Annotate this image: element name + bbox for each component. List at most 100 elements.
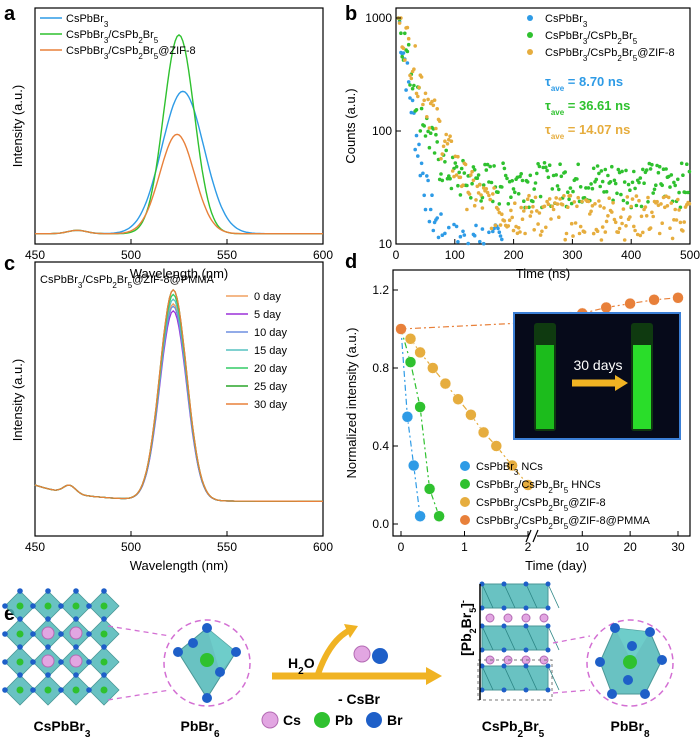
- panel-b-point-s3: [600, 225, 605, 229]
- panel-b-point-s3: [628, 215, 632, 219]
- panel-b-point-s3: [606, 214, 610, 218]
- panel-b-point-s2: [492, 164, 496, 168]
- legend-d-marker-3: [460, 497, 470, 507]
- panel-b-point-s3: [611, 201, 615, 205]
- cs-site: [41, 626, 55, 640]
- panel-b-point-s3: [597, 199, 601, 203]
- panel-b-point-s2: [506, 202, 511, 206]
- panel-d-point-s3: [404, 333, 417, 345]
- panel-b-point-s2: [537, 164, 542, 169]
- panel-b-point-s2: [519, 172, 523, 176]
- panel-d-xtick-3: 10: [576, 540, 590, 554]
- panel-b-point-s3: [573, 221, 578, 225]
- panel-b-point-s1: [498, 234, 503, 238]
- panel-b-point-s3: [498, 223, 503, 227]
- panel-b-point-s1: [401, 51, 406, 55]
- panel-b-point-s3: [666, 195, 671, 200]
- panel-b-point-s2: [619, 192, 623, 197]
- panel-b-point-s2: [591, 166, 596, 171]
- panel-b-point-s2: [595, 164, 600, 168]
- panel-b-point-s1: [435, 216, 440, 220]
- reaction-arrow: H2O - CsBr: [272, 624, 442, 707]
- panel-b-point-s2: [600, 179, 605, 184]
- panel-b-point-s2: [538, 194, 543, 199]
- panel-b-point-s2: [597, 171, 601, 176]
- panel-b-point-s1: [436, 235, 441, 240]
- panel-b-point-s2: [669, 173, 674, 177]
- legend-d-text-3: CsPbBr3/CsPb2Br5@ZIF-8: [476, 497, 606, 513]
- panel-b-point-s2: [516, 192, 521, 196]
- panel-b-point-s3: [580, 199, 584, 204]
- inset-label: 30 days: [573, 357, 622, 373]
- panel-b-point-s2: [481, 183, 486, 187]
- panel-b-point-s2: [550, 187, 555, 191]
- legend-d-text-2: CsPbBr3/CsPb2Br5 HNCs: [476, 479, 601, 495]
- legend-d-marker-4: [460, 515, 470, 525]
- panel-d-xtick-2: 2: [525, 540, 532, 554]
- layer-1: [481, 583, 549, 609]
- inset-arrow-head: [615, 375, 628, 391]
- panel-b-point-s3: [638, 233, 643, 238]
- panel-b-point-s3: [617, 226, 622, 231]
- panel-b-point-s2: [444, 148, 449, 153]
- panel-b-point-s3: [491, 192, 495, 196]
- panel-b-point-s3: [529, 210, 534, 214]
- panel-b-point-s3: [449, 139, 454, 143]
- panel-d-xtick-0: 0: [398, 540, 405, 554]
- panel-b-point-s2: [630, 180, 635, 185]
- cs-site: [69, 654, 83, 668]
- panel-b-point-s3: [639, 214, 644, 219]
- panel-b-point-s3: [646, 195, 650, 200]
- panel-b-point-s2: [584, 186, 588, 190]
- panel-b-point-s2: [422, 124, 427, 128]
- panel-b-point-s3: [621, 207, 626, 211]
- panel-b-point-s2: [613, 181, 618, 186]
- panel-b-point-s2: [637, 180, 641, 185]
- panel-b-point-s2: [476, 173, 481, 177]
- panel-b-point-s2: [651, 191, 655, 195]
- panel-b-point-s2: [448, 176, 452, 181]
- panel-a-xtick-2: 550: [217, 248, 237, 262]
- panel-b-point-s1: [480, 227, 485, 231]
- panel-b-point-s2: [408, 83, 412, 87]
- panel-d-point-s3: [506, 459, 518, 472]
- panel-b-point-s2: [536, 162, 540, 166]
- panel-b-point-s3: [487, 193, 491, 198]
- panel-b-point-s3: [489, 226, 494, 231]
- pbbr8-polyhedron: [552, 619, 674, 707]
- panel-b-point-s3: [603, 230, 608, 234]
- panel-b-point-s3: [595, 229, 600, 233]
- panel-b-xtick-5: 500: [680, 248, 700, 262]
- panel-b-point-s2: [664, 167, 668, 171]
- panel-b-point-s2: [513, 190, 517, 195]
- panel-b-point-s2: [599, 169, 604, 173]
- panel-b-point-s3: [426, 97, 430, 102]
- panel-b-point-s3: [593, 202, 597, 206]
- panel-b-point-s2: [559, 174, 564, 179]
- panel-b-point-s3: [533, 195, 538, 200]
- panel-d-point-s2: [414, 401, 426, 413]
- panel-b-point-s2: [661, 167, 666, 171]
- panel-c: CsPbBr3/CsPb2Br5@ZIF-8@PMMA 450 500 550 600…: [10, 261, 333, 573]
- panel-b-point-s3: [629, 204, 633, 209]
- panel-b-point-s2: [497, 202, 502, 206]
- panel-b-point-s2: [557, 187, 561, 192]
- panel-b-point-s3: [484, 187, 489, 191]
- released-br: [372, 648, 388, 664]
- panel-b-point-s2: [633, 186, 637, 191]
- panel-b-point-s2: [488, 164, 493, 169]
- panel-c-ticks: 450 500 550 600: [25, 531, 333, 554]
- panel-b-point-s2: [525, 180, 530, 184]
- panel-b-point-s3: [513, 201, 517, 205]
- legend-d-text-1: CsPbBr3 NCs: [476, 461, 543, 477]
- atom-pb: Pb: [335, 712, 353, 728]
- panel-label-c: c: [4, 253, 15, 275]
- tau-label-3: τave = 14.07 ns: [545, 122, 630, 141]
- panel-c-curves: [34, 288, 323, 502]
- axis-break: [525, 529, 539, 543]
- panel-b-point-s2: [641, 167, 645, 172]
- legend-b-marker-1: [527, 15, 533, 21]
- panel-b-point-s2: [621, 198, 626, 203]
- panel-b-point-s2: [610, 164, 614, 169]
- panel-b-point-s3: [663, 205, 667, 210]
